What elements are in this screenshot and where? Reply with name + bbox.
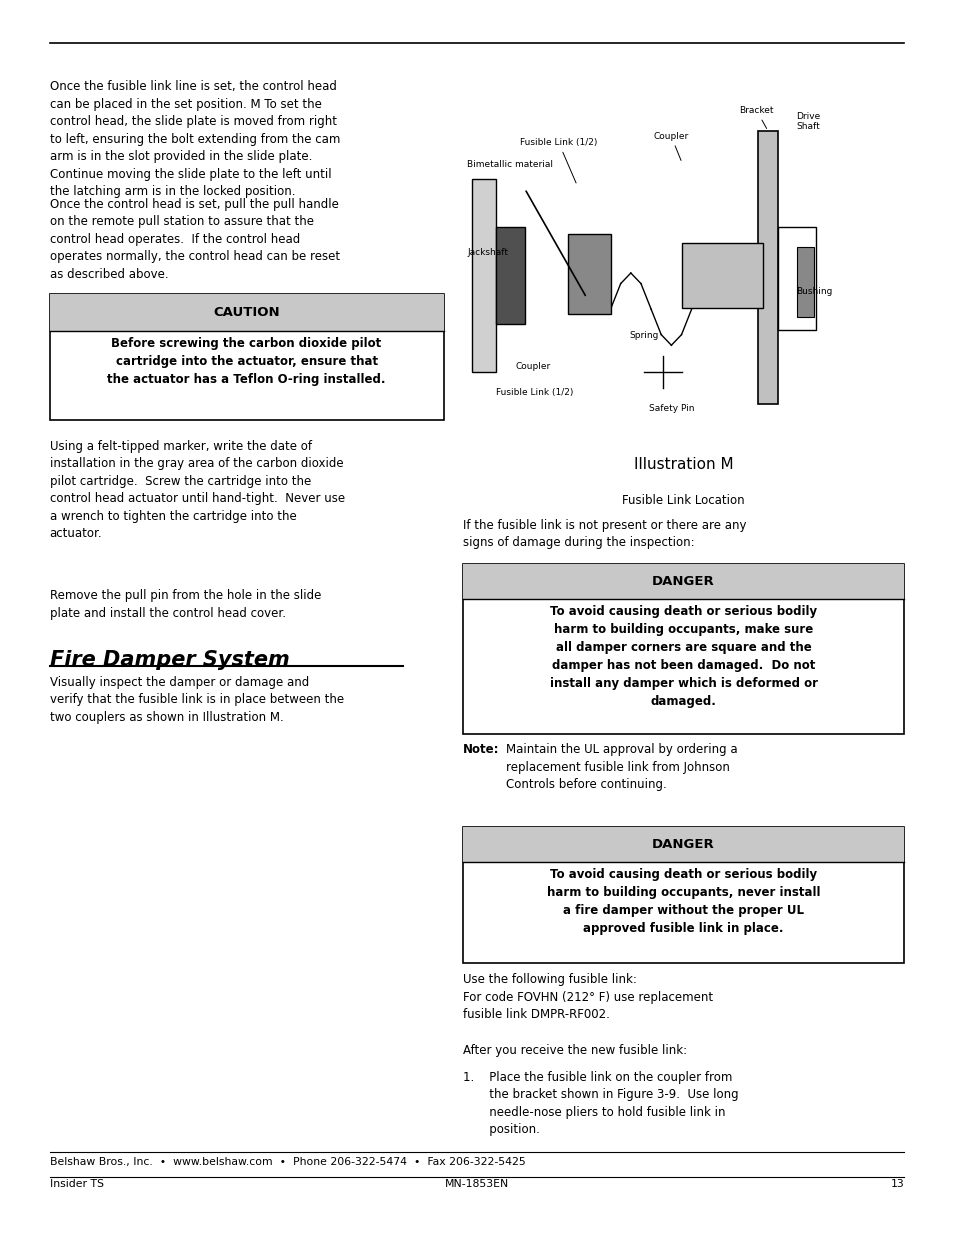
Text: Jackshaft: Jackshaft (467, 248, 508, 257)
Text: 1.    Place the fusible link on the coupler from
       the bracket shown in Fig: 1. Place the fusible link on the coupler… (462, 1071, 738, 1136)
FancyBboxPatch shape (796, 247, 813, 317)
Text: Coupler: Coupler (515, 362, 550, 370)
Text: Belshaw Bros., Inc.  •  www.belshaw.com  •  Phone 206-322-5474  •  Fax 206-322-5: Belshaw Bros., Inc. • www.belshaw.com • … (50, 1157, 525, 1167)
Text: DANGER: DANGER (652, 576, 714, 588)
Text: Bushing: Bushing (796, 287, 832, 296)
Text: Bimetallic material: Bimetallic material (467, 161, 553, 169)
FancyBboxPatch shape (462, 564, 903, 599)
Text: Using a felt-tipped marker, write the date of
installation in the gray area of t: Using a felt-tipped marker, write the da… (50, 440, 344, 540)
Text: Note:: Note: (462, 743, 498, 757)
Text: If the fusible link is not present or there are any
signs of damage during the i: If the fusible link is not present or th… (462, 519, 745, 550)
FancyBboxPatch shape (462, 827, 903, 862)
Text: Before screwing the carbon dioxide pilot
cartridge into the actuator, ensure tha: Before screwing the carbon dioxide pilot… (108, 337, 385, 387)
FancyBboxPatch shape (462, 564, 903, 734)
Text: Fusible Link Location: Fusible Link Location (621, 494, 744, 508)
Text: 13: 13 (890, 1179, 903, 1189)
FancyBboxPatch shape (462, 827, 903, 963)
FancyBboxPatch shape (758, 131, 777, 404)
Text: Fire Damper System: Fire Damper System (50, 650, 289, 669)
Text: Illustration M: Illustration M (633, 457, 733, 472)
FancyBboxPatch shape (681, 243, 762, 308)
Text: Coupler: Coupler (653, 132, 688, 161)
Text: Fusible Link (1/2): Fusible Link (1/2) (496, 388, 573, 396)
FancyBboxPatch shape (50, 294, 443, 420)
Text: Once the fusible link line is set, the control head
can be placed in the set pos: Once the fusible link line is set, the c… (50, 80, 339, 199)
Text: After you receive the new fusible link:: After you receive the new fusible link: (462, 1044, 686, 1057)
Text: To avoid causing death or serious bodily
harm to building occupants, make sure
a: To avoid causing death or serious bodily… (549, 605, 817, 708)
Text: Fusible Link (1/2): Fusible Link (1/2) (519, 138, 597, 183)
Text: Once the control head is set, pull the pull handle
on the remote pull station to: Once the control head is set, pull the p… (50, 198, 339, 280)
FancyBboxPatch shape (50, 294, 443, 331)
FancyBboxPatch shape (496, 227, 524, 324)
Text: CAUTION: CAUTION (213, 306, 279, 319)
FancyBboxPatch shape (472, 179, 496, 372)
Text: Maintain the UL approval by ordering a
replacement fusible link from Johnson
Con: Maintain the UL approval by ordering a r… (505, 743, 737, 792)
Text: Remove the pull pin from the hole in the slide
plate and install the control hea: Remove the pull pin from the hole in the… (50, 589, 320, 620)
Text: Insider TS: Insider TS (50, 1179, 104, 1189)
Text: Safety Pin: Safety Pin (648, 404, 694, 412)
Text: Visually inspect the damper or damage and
verify that the fusible link is in pla: Visually inspect the damper or damage an… (50, 676, 343, 724)
FancyBboxPatch shape (777, 227, 815, 330)
FancyBboxPatch shape (462, 74, 903, 445)
Text: To avoid causing death or serious bodily
harm to building occupants, never insta: To avoid causing death or serious bodily… (546, 868, 820, 935)
Text: MN-1853EN: MN-1853EN (444, 1179, 509, 1189)
Text: Spring: Spring (629, 331, 659, 340)
Text: Use the following fusible link:
For code FOVHN (212° F) use replacement
fusible : Use the following fusible link: For code… (462, 973, 712, 1021)
FancyBboxPatch shape (567, 233, 610, 314)
Text: Drive
Shaft: Drive Shaft (796, 111, 820, 131)
Text: DANGER: DANGER (652, 839, 714, 851)
Text: Bracket: Bracket (739, 106, 773, 128)
